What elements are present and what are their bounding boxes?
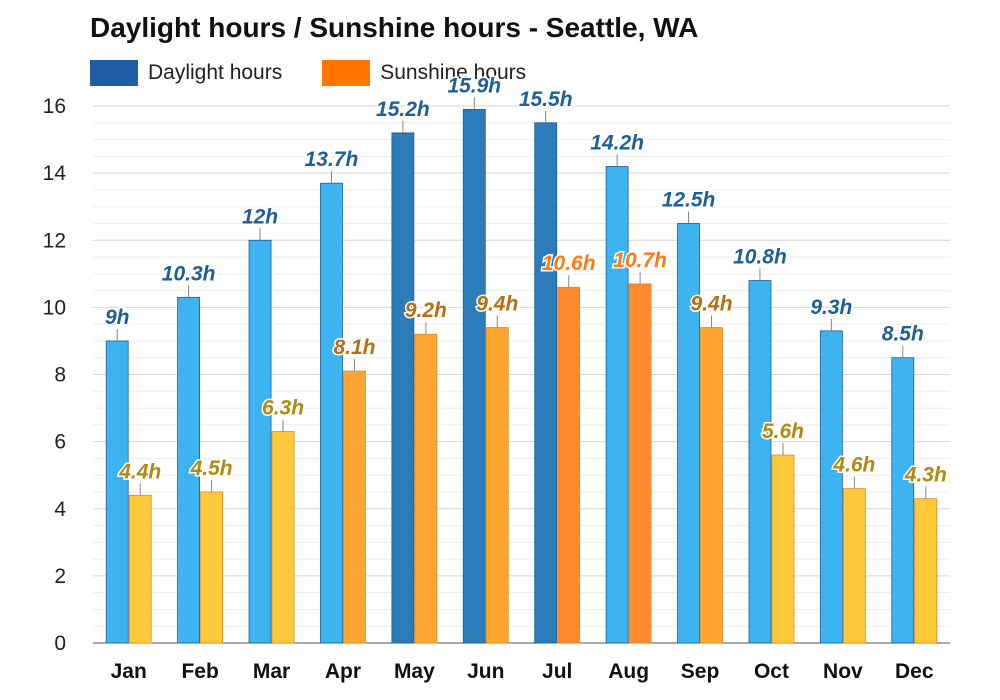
- y-tick-label: 10: [43, 296, 66, 319]
- legend-swatch-sunshine: [322, 60, 371, 86]
- bar-sunshine: [271, 431, 295, 644]
- legend-label-sunshine: Sunshine hours: [380, 61, 527, 84]
- x-tick-label: Jan: [111, 660, 147, 683]
- bar-daylight: [677, 223, 700, 644]
- bar-daylight: [391, 132, 415, 644]
- data-labels: 9h 4.4h 10.3h 4.5h 12h 6.3h 13.7h 8.1h 15.2h 9.2h…: [103, 73, 948, 499]
- y-axis: 0 2 4 6 8 10 12 14 16: [43, 95, 67, 655]
- bar-sunshine: [485, 327, 509, 644]
- x-tick-label: Aug: [608, 660, 649, 683]
- chart-legend: Daylight hours Sunshine hours: [90, 60, 526, 86]
- bar-sunshine: [842, 488, 866, 644]
- bar-sunshine: [628, 283, 652, 644]
- bar-daylight: [819, 330, 843, 644]
- grid-lines: [93, 105, 950, 644]
- data-label-sunshine: 9.4h: [691, 293, 733, 316]
- bar-sunshine: [414, 333, 438, 644]
- data-label-daylight: 14.2h: [590, 131, 644, 154]
- y-tick-label: 0: [54, 632, 66, 655]
- data-label-sunshine: 4.4h: [118, 460, 161, 483]
- data-label-daylight: 10.3h: [162, 262, 216, 285]
- y-tick-label: 16: [43, 95, 66, 118]
- data-label-daylight: 9.3h: [810, 296, 852, 319]
- chart-title: Daylight hours / Sunshine hours - Seattl…: [90, 12, 699, 43]
- bar-daylight: [320, 182, 343, 644]
- data-label-sunshine: 10.7h: [613, 249, 667, 272]
- data-label-daylight: 8.5h: [882, 323, 924, 346]
- x-tick-label: Nov: [823, 660, 863, 683]
- x-tick-label: Dec: [895, 660, 934, 683]
- bar-daylight: [534, 122, 558, 644]
- x-tick-label: Jun: [467, 660, 504, 683]
- legend-swatch-daylight: [90, 60, 138, 86]
- y-tick-label: 12: [43, 229, 66, 252]
- legend-label-daylight: Daylight hours: [148, 61, 283, 84]
- data-label-daylight: 12h: [242, 205, 278, 228]
- x-tick-label: Jul: [542, 660, 572, 683]
- x-tick-label: Mar: [253, 660, 290, 683]
- bar-sunshine: [128, 494, 152, 644]
- y-tick-label: 8: [54, 364, 66, 387]
- bar-sunshine: [557, 286, 581, 644]
- y-tick-label: 2: [54, 565, 66, 588]
- y-tick-label: 4: [54, 498, 66, 521]
- bar-daylight: [605, 166, 629, 644]
- x-axis: Jan Feb Mar Apr May Jun Jul Aug Sep Oct Nov Dec: [111, 660, 934, 683]
- y-tick-label: 6: [54, 431, 66, 454]
- data-label-sunshine: 8.1h: [333, 336, 375, 359]
- x-tick-label: May: [394, 660, 435, 683]
- data-label-daylight: 10.8h: [733, 246, 787, 269]
- data-label-sunshine: 9.4h: [476, 293, 518, 316]
- data-label-daylight: 15.9h: [447, 74, 501, 97]
- bar-sunshine: [343, 370, 366, 644]
- data-label-sunshine: 5.6h: [762, 420, 804, 443]
- bar-sunshine: [914, 498, 938, 644]
- x-tick-label: Feb: [181, 660, 218, 683]
- bar-daylight: [462, 108, 486, 644]
- bar-daylight: [891, 357, 915, 644]
- data-label-daylight: 9h: [105, 306, 130, 329]
- bars: [105, 108, 938, 644]
- bar-sunshine: [771, 454, 795, 644]
- data-label-sunshine: 6.3h: [262, 397, 304, 420]
- data-label-daylight: 15.2h: [376, 98, 430, 121]
- data-label-sunshine: 4.6h: [832, 454, 875, 477]
- data-label-sunshine: 4.5h: [190, 457, 233, 480]
- data-label-sunshine: 10.6h: [542, 252, 596, 275]
- bar-daylight: [748, 280, 772, 644]
- legend-item-sunshine[interactable]: Sunshine hours: [322, 60, 526, 86]
- data-label-daylight: 13.7h: [305, 148, 359, 171]
- legend-item-daylight[interactable]: Daylight hours: [90, 60, 282, 86]
- x-tick-label: Apr: [325, 660, 361, 683]
- bar-sunshine: [200, 491, 224, 644]
- data-label-daylight: 12.5h: [662, 188, 716, 211]
- x-tick-label: Sep: [681, 660, 720, 683]
- data-label-sunshine: 9.2h: [405, 299, 447, 322]
- y-tick-label: 14: [43, 162, 67, 185]
- data-label-sunshine: 4.3h: [904, 464, 947, 487]
- data-label-daylight: 15.5h: [519, 88, 573, 111]
- bar-daylight: [105, 340, 129, 644]
- bar-daylight: [248, 239, 272, 644]
- x-tick-label: Oct: [754, 660, 789, 683]
- bar-sunshine: [700, 327, 723, 644]
